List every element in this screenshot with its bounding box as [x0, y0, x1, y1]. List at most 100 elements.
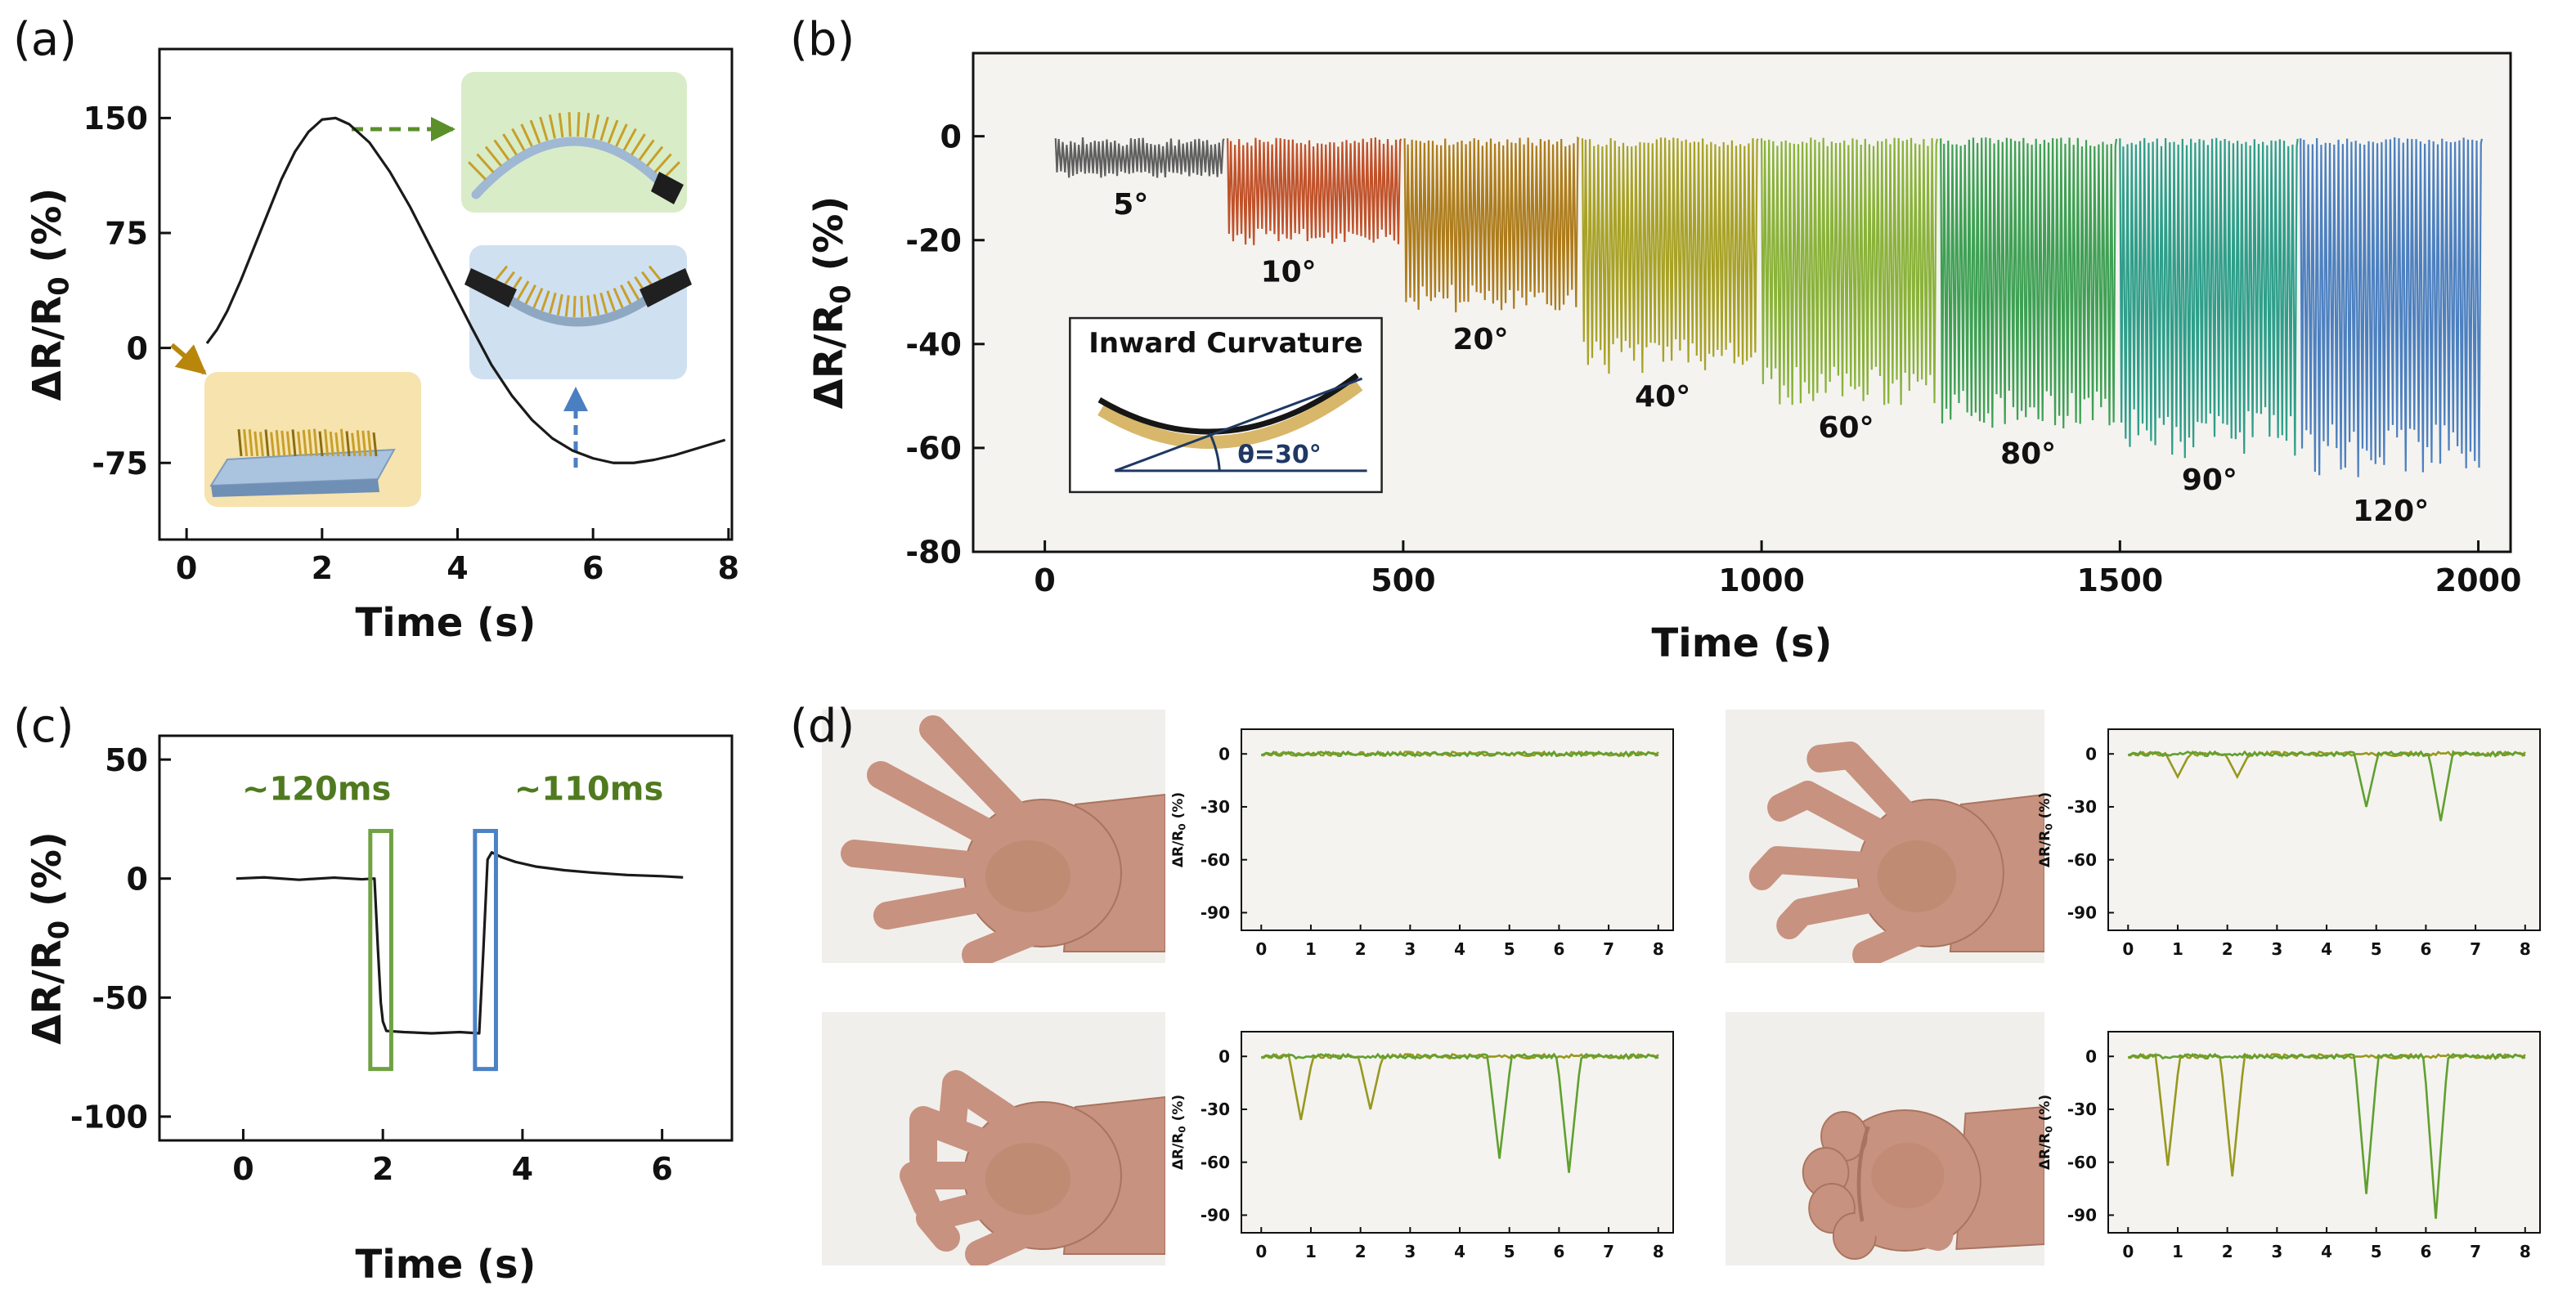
hand-photo-fist [1726, 1012, 2044, 1265]
svg-text:0: 0 [2085, 1046, 2097, 1066]
chart-d1-open-hand: 0 1 2 3 4 5 6 7 8 0 -30 -60 -90 ΔR/R0 (%) [1170, 728, 1674, 959]
svg-text:3: 3 [2271, 1242, 2282, 1261]
svg-text:-60: -60 [1200, 850, 1230, 870]
hand-photo-half-clench [822, 1012, 1165, 1265]
svg-text:8: 8 [1653, 1242, 1664, 1261]
svg-text:-60: -60 [1200, 1153, 1230, 1172]
svg-text:Time (s): Time (s) [1652, 620, 1833, 666]
svg-text:20°: 20° [1452, 323, 1508, 356]
svg-text:2: 2 [2222, 1242, 2233, 1261]
svg-text:8: 8 [1653, 939, 1664, 959]
svg-text:-90: -90 [1200, 1206, 1230, 1225]
svg-text:8: 8 [2520, 1242, 2531, 1261]
svg-text:ΔR/R0 (%): ΔR/R0 (%) [2037, 1095, 2054, 1170]
svg-text:7: 7 [1603, 1242, 1614, 1261]
svg-text:120°: 120° [2353, 495, 2429, 528]
svg-text:4: 4 [2321, 1242, 2332, 1261]
svg-text:0: 0 [232, 1151, 254, 1187]
svg-text:0: 0 [1255, 939, 1267, 959]
panel-d: (d) 0 1 2 3 4 5 6 7 8 0 -30 -60 -90 ΔR/R0 (%) [785, 695, 2576, 1308]
svg-text:7: 7 [1603, 939, 1614, 959]
hand-illustration-slight-bend [1748, 741, 2044, 963]
svg-text:0: 0 [1255, 1242, 1267, 1261]
svg-text:-30: -30 [2067, 1100, 2097, 1119]
svg-text:ΔR/R0 (%): ΔR/R0 (%) [2037, 792, 2054, 867]
svg-text:0: 0 [176, 550, 197, 586]
svg-text:0: 0 [2122, 1242, 2134, 1261]
svg-text:1: 1 [1305, 1242, 1317, 1261]
panel-b: 5° 10° 20° 40° 60° 80° 90° 120° 0 500 1000 1500 2000… [785, 8, 2568, 687]
svg-text:1: 1 [1305, 939, 1317, 959]
chart-d2-slight-bend: 0 1 2 3 4 5 6 7 8 0 -30 -60 -90 ΔR/R0 (%) [2037, 728, 2541, 959]
chart-a-bending-response: 0 2 4 6 8 150 75 0 -75 Time (s) ΔR/R0 (%) [25, 47, 739, 646]
svg-text:6: 6 [1553, 1242, 1564, 1261]
svg-text:-60: -60 [2067, 850, 2097, 870]
panel-label-a: (a) [13, 13, 78, 66]
svg-text:ΔR/R0 (%): ΔR/R0 (%) [1170, 792, 1187, 867]
svg-text:6: 6 [2420, 1242, 2431, 1261]
chart-c-response-time: 0 2 4 6 50 0 -50 -100 Time (s) ΔR/R0 (%) ~120ms ~11… [25, 734, 734, 1288]
hand-photo-slight-bend [1726, 710, 2044, 963]
panel-a: 0 2 4 6 8 150 75 0 -75 Time (s) ΔR/R0 (%) (a) [8, 8, 777, 687]
svg-text:4: 4 [1454, 1242, 1465, 1261]
svg-text:1: 1 [2172, 939, 2183, 959]
svg-text:ΔR/R0 (%): ΔR/R0 (%) [25, 831, 75, 1045]
svg-text:2: 2 [1355, 1242, 1367, 1261]
svg-text:5: 5 [2371, 1242, 2382, 1261]
svg-text:-50: -50 [92, 980, 148, 1016]
svg-text:2: 2 [372, 1151, 393, 1187]
svg-text:500: 500 [1371, 562, 1435, 598]
svg-text:~120ms: ~120ms [242, 771, 392, 809]
hand-illustration-half-clench [900, 1070, 1165, 1265]
svg-text:1500: 1500 [2076, 562, 2163, 598]
svg-text:1000: 1000 [1718, 562, 1805, 598]
svg-text:6: 6 [582, 550, 604, 586]
svg-text:3: 3 [1404, 939, 1416, 959]
svg-text:5°: 5° [1113, 188, 1148, 222]
svg-text:-30: -30 [1200, 797, 1230, 817]
svg-text:8: 8 [2520, 939, 2531, 959]
svg-text:6: 6 [2420, 939, 2431, 959]
svg-text:150: 150 [83, 101, 148, 137]
svg-text:~110ms: ~110ms [514, 771, 664, 809]
svg-text:0: 0 [127, 330, 148, 366]
svg-text:10°: 10° [1261, 256, 1317, 289]
svg-text:-30: -30 [2067, 797, 2097, 817]
svg-text:75: 75 [105, 216, 148, 252]
svg-text:0: 0 [2122, 939, 2134, 959]
svg-text:4: 4 [1454, 939, 1465, 959]
svg-text:-100: -100 [70, 1100, 148, 1136]
svg-text:5: 5 [1504, 939, 1515, 959]
svg-text:0: 0 [1034, 562, 1055, 598]
svg-text:-40: -40 [905, 327, 962, 363]
svg-text:0: 0 [2085, 744, 2097, 764]
svg-text:-20: -20 [905, 222, 962, 258]
svg-text:Inward Curvature: Inward Curvature [1088, 327, 1362, 360]
svg-text:ΔR/R0 (%): ΔR/R0 (%) [1170, 1095, 1187, 1170]
svg-text:Time (s): Time (s) [356, 1242, 536, 1288]
svg-text:5: 5 [2371, 939, 2382, 959]
panel-label-b: (b) [790, 13, 855, 66]
svg-text:0: 0 [1218, 744, 1230, 764]
svg-text:Time (s): Time (s) [356, 600, 536, 646]
svg-text:-90: -90 [1200, 903, 1230, 923]
hand-illustration-open [841, 715, 1165, 963]
svg-text:60°: 60° [1818, 411, 1874, 445]
svg-text:-30: -30 [1200, 1100, 1230, 1119]
svg-text:7: 7 [2470, 1242, 2481, 1261]
hand-photo-open [822, 710, 1165, 963]
svg-text:4: 4 [512, 1151, 533, 1187]
svg-text:-75: -75 [92, 446, 148, 482]
svg-text:0: 0 [940, 119, 962, 155]
svg-text:80°: 80° [2000, 437, 2056, 471]
svg-text:ΔR/R0 (%): ΔR/R0 (%) [806, 196, 857, 410]
svg-text:6: 6 [651, 1151, 672, 1187]
svg-text:-60: -60 [905, 431, 962, 467]
svg-text:-60: -60 [2067, 1153, 2097, 1172]
svg-text:7: 7 [2470, 939, 2481, 959]
svg-text:0: 0 [127, 861, 148, 897]
svg-text:ΔR/R0 (%): ΔR/R0 (%) [25, 188, 75, 401]
chart-d4-fist: 0 1 2 3 4 5 6 7 8 0 -30 -60 -90 ΔR/R0 (%) [2037, 1031, 2541, 1261]
panel-c: 0 2 4 6 50 0 -50 -100 Time (s) ΔR/R0 (%) ~120ms ~11… [8, 695, 777, 1304]
